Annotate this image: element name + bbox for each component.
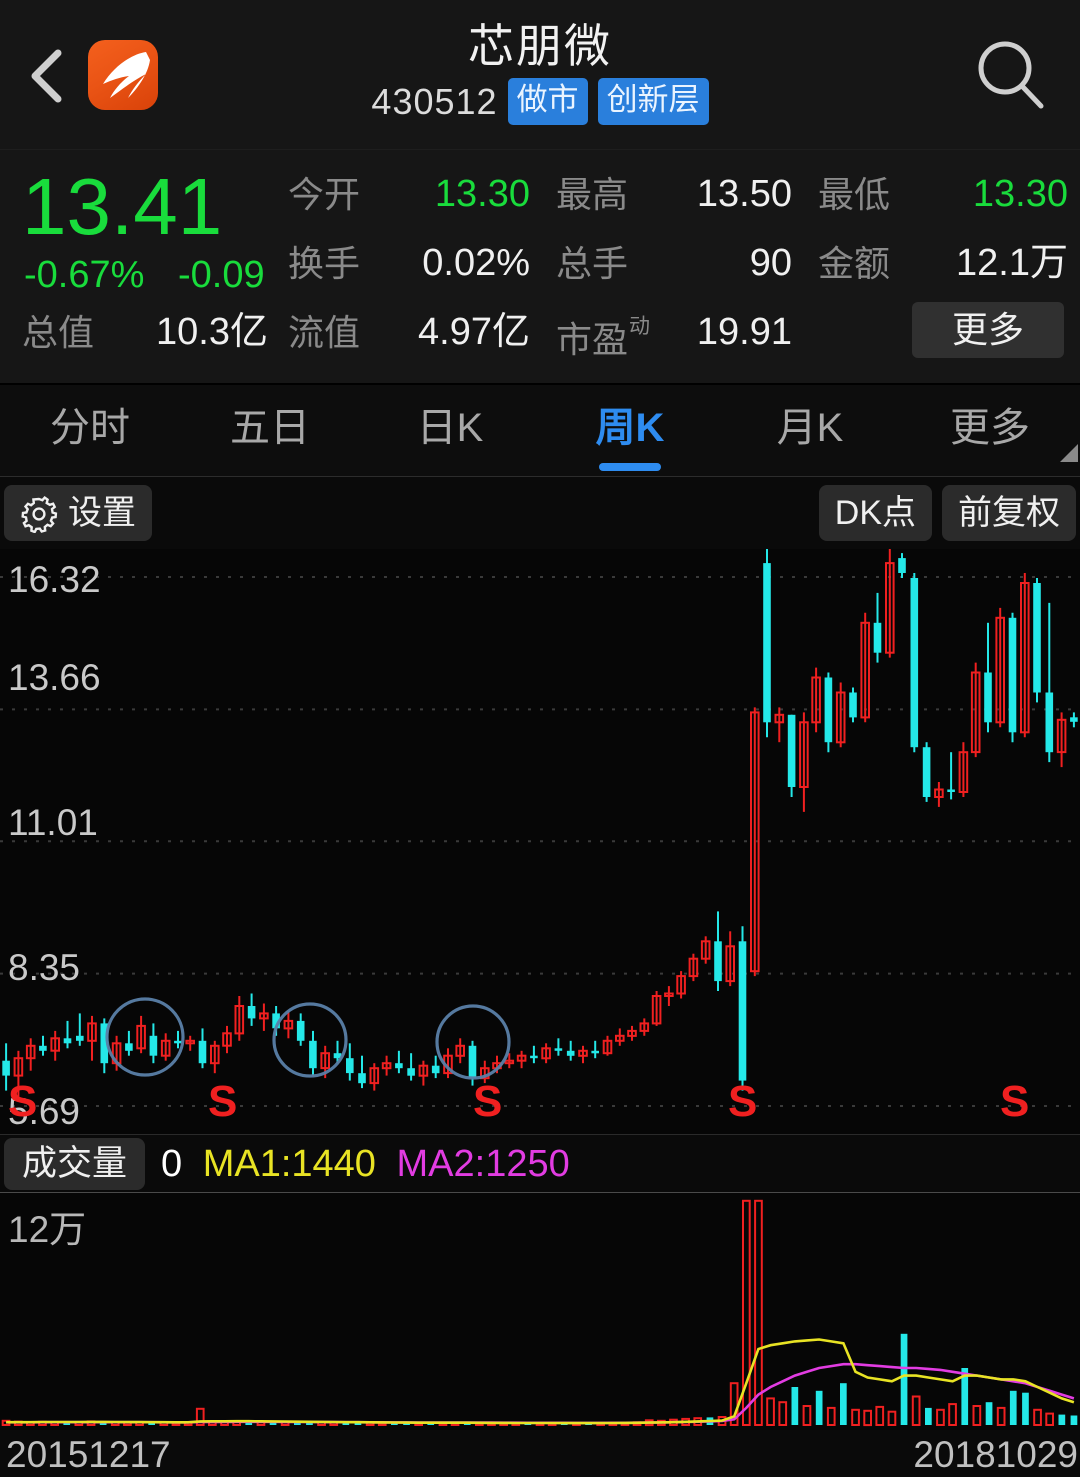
settings-button[interactable]: 设置 bbox=[4, 485, 152, 541]
value-total-volume: 90 bbox=[749, 242, 792, 284]
label-total-volume: 总手 bbox=[556, 243, 629, 284]
tab-monthly-k[interactable]: 月K bbox=[776, 405, 844, 450]
volume-current-value: 0 bbox=[161, 1142, 183, 1185]
price-tick-3: 8.35 bbox=[8, 947, 81, 988]
value-amount: 12.1万 bbox=[956, 242, 1068, 284]
change-absolute: -0.09 bbox=[178, 254, 265, 296]
volume-chart[interactable]: 12万 bbox=[0, 1192, 1080, 1430]
value-turnover-rate: 0.02% bbox=[422, 242, 530, 284]
sell-marker-4: S bbox=[1000, 1077, 1030, 1126]
app-header: 芯朋微 430512 做市 创新层 bbox=[0, 0, 1080, 150]
last-price: 13.41 bbox=[22, 162, 223, 251]
tab-more[interactable]: 更多 bbox=[950, 405, 1030, 450]
volume-ma2-value: MA2:1250 bbox=[396, 1142, 570, 1185]
price-tick-0: 16.32 bbox=[8, 559, 101, 600]
volume-title-chip[interactable]: 成交量 bbox=[4, 1137, 146, 1190]
dk-point-button[interactable]: DK点 bbox=[818, 485, 932, 541]
value-high: 13.50 bbox=[696, 173, 792, 215]
chevron-left-icon[interactable] bbox=[24, 48, 68, 104]
price-tick-4: 5.69 bbox=[8, 1091, 81, 1132]
candlestick-chart[interactable]: 16.32 13.66 11.01 8.35 5.69 S S S S S bbox=[0, 549, 1080, 1134]
label-low: 最低 bbox=[818, 174, 891, 215]
settings-label: 设置 bbox=[68, 494, 136, 532]
label-high: 最高 bbox=[556, 174, 629, 215]
expand-corner-icon[interactable] bbox=[1060, 444, 1078, 462]
value-float-cap: 4.97亿 bbox=[418, 311, 530, 353]
value-low: 13.30 bbox=[972, 173, 1068, 215]
label-float-cap: 流值 bbox=[288, 312, 361, 353]
more-button[interactable]: 更多 bbox=[912, 302, 1064, 358]
header-title-block: 芯朋微 430512 做市 创新层 bbox=[0, 18, 1080, 125]
label-amount: 金额 bbox=[818, 243, 891, 284]
price-tick-1: 13.66 bbox=[8, 657, 101, 698]
label-turnover-rate: 换手 bbox=[288, 243, 361, 284]
value-open: 13.30 bbox=[434, 173, 530, 215]
candlestick-canvas bbox=[0, 549, 1080, 1107]
change-percent: -0.67% bbox=[24, 254, 145, 296]
tab-daily-k[interactable]: 日K bbox=[416, 405, 484, 450]
sell-marker-3: S bbox=[728, 1077, 758, 1126]
date-axis: 20151217 20181029 bbox=[0, 1430, 1080, 1477]
badge-market-maker: 做市 bbox=[507, 78, 588, 125]
annotation-circle-1 bbox=[272, 1002, 348, 1078]
volume-canvas bbox=[1, 1199, 1078, 1427]
date-end: 20181029 bbox=[913, 1434, 1078, 1475]
tab-intraday[interactable]: 分时 bbox=[50, 405, 130, 450]
sell-marker-0: S bbox=[8, 1077, 38, 1126]
adjust-price-button[interactable]: 前复权 bbox=[942, 485, 1076, 541]
value-pe-ratio: 19.91 bbox=[696, 311, 792, 353]
stock-code: 430512 bbox=[371, 80, 498, 122]
price-tick-2: 11.01 bbox=[8, 802, 98, 843]
app-logo-icon[interactable] bbox=[88, 40, 158, 110]
search-icon[interactable] bbox=[972, 36, 1050, 114]
annotation-circle-2 bbox=[435, 1004, 511, 1080]
label-pe-ratio: 市盈动 bbox=[556, 315, 651, 360]
badge-innovation-tier: 创新层 bbox=[597, 78, 709, 125]
volume-legend: 0 MA1:1440 MA2:1250 bbox=[161, 1142, 570, 1186]
tab-weekly-k[interactable]: 周K bbox=[540, 385, 720, 477]
tab-five-day[interactable]: 五日 bbox=[230, 405, 310, 450]
sell-marker-2: S bbox=[473, 1077, 503, 1126]
volume-ma1-value: MA1:1440 bbox=[202, 1142, 376, 1185]
pe-superscript: 动 bbox=[629, 315, 651, 338]
volume-tick-label: 12万 bbox=[8, 1209, 87, 1250]
label-market-cap: 总值 bbox=[22, 312, 95, 353]
annotation-circle-0 bbox=[105, 997, 185, 1077]
value-market-cap: 10.3亿 bbox=[156, 311, 268, 353]
header-subline: 430512 做市 创新层 bbox=[0, 78, 1080, 125]
quote-panel: 13.41 -0.67% -0.09 今开 13.30 最高 13.50 最低 … bbox=[0, 150, 1080, 385]
chart-toolbar: 设置 DK点 前复权 bbox=[0, 477, 1080, 549]
sell-marker-1: S bbox=[208, 1077, 238, 1126]
label-open: 今开 bbox=[288, 174, 361, 215]
volume-indicator-header: 成交量 0 MA1:1440 MA2:1250 bbox=[0, 1134, 1080, 1192]
chart-period-tabs: 分时 五日 日K 周K 月K 更多 bbox=[0, 385, 1080, 477]
date-start: 20151217 bbox=[6, 1434, 171, 1475]
page-title: 芯朋微 bbox=[468, 20, 612, 72]
gear-icon bbox=[20, 494, 58, 534]
